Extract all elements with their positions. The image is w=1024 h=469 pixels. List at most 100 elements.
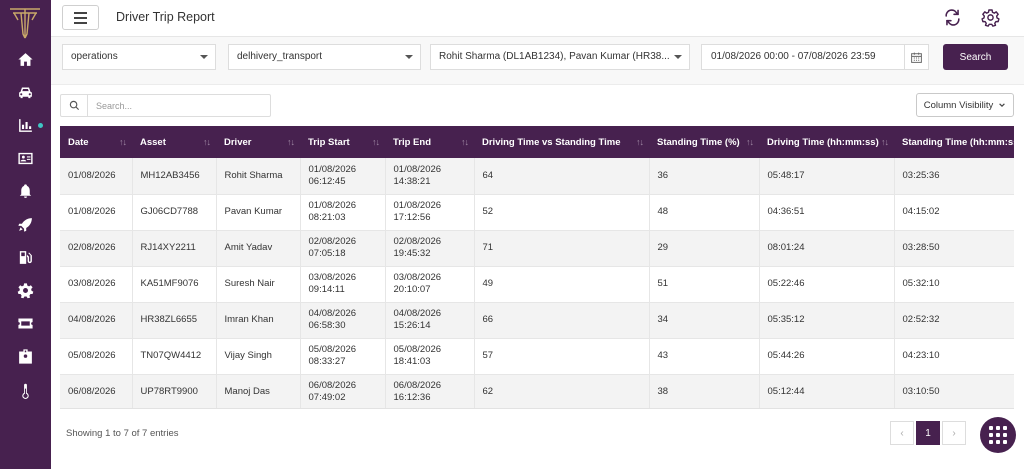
search-icon-box [61,95,88,116]
sidebar-item-home[interactable] [0,45,51,73]
menu-toggle-button[interactable] [62,5,99,30]
previous-page-button[interactable]: ‹ [890,421,914,445]
cell-asset: HR38ZL6655 [132,302,217,339]
cell-date: 04/08/2026 [60,302,133,339]
organization-select[interactable]: delhivery_transport [228,44,421,70]
cell-driver: Suresh Nair [216,266,301,303]
car-icon [19,87,32,98]
cell-driving-time: 08:01:24 [759,230,895,267]
cell-asset: UP78RT9900 [132,374,217,408]
cell-driving-vs-standing: 71 [474,230,650,267]
table-row: 04/08/2026 HR38ZL6655 Imran Khan 04/08/2… [60,302,1014,339]
refresh-button[interactable] [943,8,962,27]
column-header-driving-time[interactable]: Driving Time (hh:mm:ss) ↑↓ [759,126,894,158]
search-button[interactable]: Search [943,44,1008,70]
chevron-down-icon [999,103,1006,108]
table-row: 03/08/2026 KA51MF9076 Suresh Nair 03/08/… [60,266,1014,303]
cell-driving-vs-standing: 57 [474,338,650,375]
sidebar-item-alerts[interactable] [0,177,51,205]
sort-icon: ↑↓ [881,137,889,147]
cell-trip-end: 06/08/2026 16:12:36 [385,374,475,408]
hamburger-icon [74,11,87,14]
filter-bar: operations delhivery_transport Rohit Sha… [51,37,1024,85]
active-indicator-dot [38,123,43,128]
sidebar-item-fuel[interactable] [0,243,51,271]
cell-trip-start: 01/08/2026 08:21:03 [300,194,386,231]
sidebar-item-settings[interactable] [0,276,51,304]
table-row: 05/08/2026 TN07QW4412 Vijay Singh 05/08/… [60,338,1014,375]
cell-trip-start: 05/08/2026 08:33:27 [300,338,386,375]
calendar-button[interactable] [904,45,928,69]
next-page-button[interactable]: › [942,421,966,445]
account-select[interactable]: operations [62,44,216,70]
sidebar-item-tickets[interactable] [0,309,51,337]
column-header-trip-start[interactable]: Trip Start ↑↓ [300,126,385,158]
cell-driver: Amit Yadav [216,230,301,267]
table-row: 02/08/2026 RJ14XY2211 Amit Yadav 02/08/2… [60,230,1014,267]
column-header-asset[interactable]: Asset ↑↓ [132,126,216,158]
cell-driver: Pavan Kumar [216,194,301,231]
cell-asset: TN07QW4412 [132,338,217,375]
column-header-standing-time[interactable]: Standing Time (hh:mm:ss) [894,126,1014,158]
sidebar-item-temperature[interactable] [0,377,51,405]
column-header-trip-end[interactable]: Trip End ↑↓ [385,126,474,158]
table-search-input[interactable] [96,98,266,113]
sidebar-item-badges[interactable] [0,342,51,370]
cell-driving-vs-standing: 62 [474,374,650,408]
sidebar-item-launch[interactable] [0,210,51,238]
sort-icon: ↑↓ [746,137,754,147]
cell-asset: RJ14XY2211 [132,230,217,267]
cell-standing-time: 02:52:32 [894,302,1014,339]
cell-standing-time: 03:25:36 [894,158,1014,195]
column-header-standing-pct[interactable]: Standing Time (%) ↑↓ [649,126,759,158]
column-header-driver[interactable]: Driver ↑↓ [216,126,300,158]
sort-icon: ↑↓ [636,137,644,147]
cell-driving-time: 04:36:51 [759,194,895,231]
page-button-current[interactable]: 1 [916,421,940,445]
sidebar-item-reports[interactable] [0,111,51,139]
page-title: Driver Trip Report [116,10,215,24]
column-visibility-button[interactable]: Column Visibility [916,93,1014,117]
gear-icon [981,9,1000,27]
settings-button[interactable] [981,8,1000,27]
cell-driving-vs-standing: 49 [474,266,650,303]
cell-standing-pct: 51 [649,266,760,303]
cell-driving-time: 05:12:44 [759,374,895,408]
cell-trip-end: 01/08/2026 14:38:21 [385,158,475,195]
chevron-down-icon [405,55,413,59]
cell-standing-time: 03:10:50 [894,374,1014,408]
cell-driving-time: 05:35:12 [759,302,895,339]
table-header-row: Date ↑↓ Asset ↑↓ Driver ↑↓ Trip Start ↑↓ Tri… [60,126,1014,158]
company-logo[interactable] [6,4,44,42]
home-icon [18,52,33,66]
search-icon [69,100,79,111]
cell-driving-vs-standing: 52 [474,194,650,231]
table-row: 06/08/2026 UP78RT9900 Manoj Das 06/08/20… [60,374,1014,408]
cell-driver: Manoj Das [216,374,301,408]
rocket-icon [18,217,32,232]
bar-chart-icon [19,118,32,132]
column-header-date[interactable]: Date ↑↓ [60,126,132,158]
driver-trip-table: Date ↑↓ Asset ↑↓ Driver ↑↓ Trip Start ↑↓ Tri… [60,126,1014,408]
sort-icon: ↑↓ [119,137,127,147]
cell-asset: GJ06CD7788 [132,194,217,231]
cell-date: 01/08/2026 [60,194,133,231]
date-range-value: 01/08/2026 00:00 - 07/08/2026 23:59 [711,51,876,62]
cell-asset: MH12AB3456 [132,158,217,195]
thermometer-icon [22,383,29,399]
cell-date: 05/08/2026 [60,338,133,375]
sort-icon: ↑↓ [372,137,380,147]
sidebar-item-vehicles[interactable] [0,78,51,106]
apps-menu-button[interactable] [980,417,1016,453]
cell-asset: KA51MF9076 [132,266,217,303]
sort-icon: ↑↓ [461,137,469,147]
calendar-icon [911,52,922,63]
column-header-driving-vs-standing[interactable]: Driving Time vs Standing Time ↑↓ [474,126,649,158]
cell-trip-end: 04/08/2026 15:26:14 [385,302,475,339]
date-range-input[interactable]: 01/08/2026 00:00 - 07/08/2026 23:59 [701,44,929,70]
drivers-select[interactable]: Rohit Sharma (DL1AB1234), Pavan Kumar (H… [430,44,690,70]
top-bar: Driver Trip Report [51,0,1024,37]
sidebar-item-drivers[interactable] [0,144,51,172]
cell-standing-pct: 29 [649,230,760,267]
ticket-icon [18,318,33,328]
